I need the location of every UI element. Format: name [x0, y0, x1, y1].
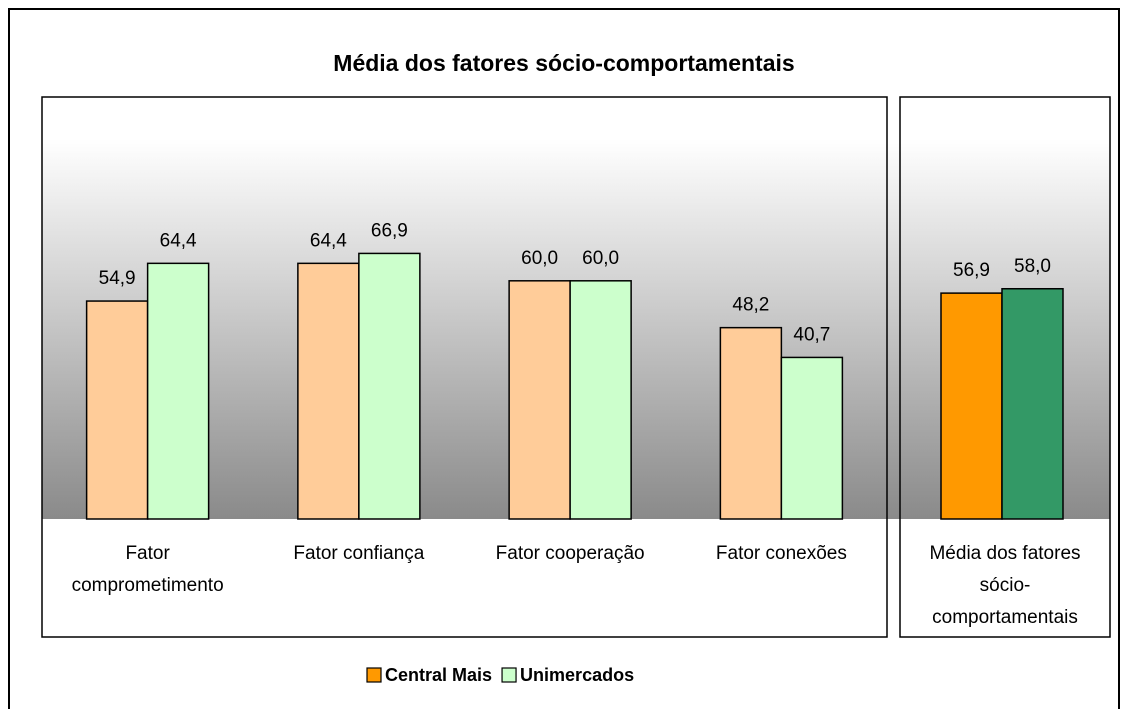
value-label: 58,0: [1014, 256, 1051, 277]
x-tick-label: Fator comprometimento: [71, 543, 224, 596]
legend-label: Unimercados: [520, 665, 634, 685]
x-tick-label: Média dos fatores sócio-comportamentais: [929, 543, 1081, 628]
value-label: 66,9: [371, 220, 408, 241]
x-tick-label: Fator cooperação: [495, 543, 645, 564]
value-label: 40,7: [793, 324, 830, 345]
bar: [569, 280, 632, 520]
bar: [297, 262, 360, 520]
summary-box: [899, 96, 1111, 638]
bar: [508, 280, 571, 520]
legend-swatch: [501, 667, 517, 683]
value-label: 64,4: [160, 230, 197, 251]
plot-box: [41, 96, 888, 638]
value-label: 60,0: [521, 248, 558, 269]
bar: [940, 292, 1003, 520]
value-label: 54,9: [99, 268, 136, 289]
x-tick-label: Fator conexões: [715, 543, 847, 564]
legend-swatch: [366, 667, 382, 683]
legend-label: Central Mais: [385, 665, 492, 685]
bar: [146, 262, 210, 520]
bar: [719, 326, 783, 520]
bar: [358, 252, 421, 520]
x-tick-label: Fator confiança: [293, 543, 425, 564]
bar: [1001, 287, 1064, 520]
value-label: 56,9: [953, 260, 990, 281]
value-label: 60,0: [582, 248, 619, 269]
value-label: 48,2: [732, 295, 769, 316]
value-label: 64,4: [310, 230, 347, 251]
chart-title: Média dos fatores sócio-comportamentais: [333, 50, 794, 76]
bar: [780, 356, 844, 520]
bar: [85, 300, 149, 520]
